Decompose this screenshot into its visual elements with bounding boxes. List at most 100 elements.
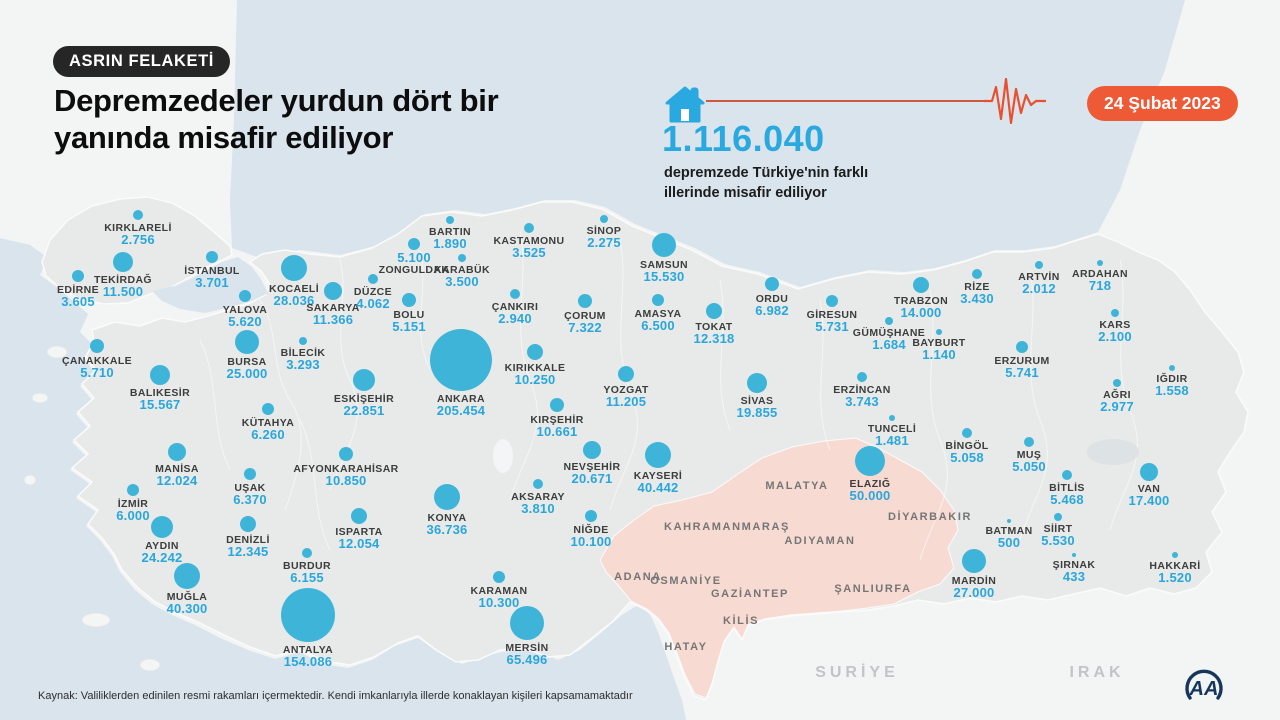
province-label: VAN 17.400: [1084, 483, 1214, 507]
quake-zone-province-label: ŞANLIURFA: [834, 583, 912, 595]
province-name: KASTAMONU: [493, 235, 565, 247]
province-circle: [962, 549, 986, 573]
seismograph-pulse-icon: [984, 78, 1046, 124]
province-circle: [244, 468, 256, 480]
province-label: SİNOP 2.275: [539, 225, 669, 249]
province-value: 5.620: [228, 314, 262, 329]
province-circle: [1035, 261, 1043, 269]
province-circle: [240, 516, 256, 532]
source-note: Kaynak: Valiliklerden edinilen resmi rak…: [38, 690, 633, 702]
province-value: 19.855: [736, 405, 778, 420]
province-label: GÜMÜŞHANE 1.684: [824, 327, 954, 351]
quake-zone-province-label: HATAY: [664, 641, 708, 653]
province-label: KASTAMONU 3.525: [464, 235, 594, 259]
province-label: YALOVA 5.620: [180, 304, 310, 328]
province-circle: [353, 369, 375, 391]
province-label: ELAZIĞ 50.000: [805, 478, 935, 502]
province-value: 6.500: [641, 318, 675, 333]
province-circle: [747, 373, 767, 393]
province-name: BARTIN: [428, 226, 472, 238]
province-circle: [1016, 341, 1028, 353]
province-name: ARTVİN: [1018, 271, 1060, 283]
province-value: 20.671: [571, 471, 613, 486]
quake-zone-province-label: MALATYA: [765, 480, 829, 492]
province-value: 6.982: [755, 303, 789, 318]
province-circle: [585, 510, 597, 522]
province-value: 1.890: [433, 236, 467, 251]
province-circle: [72, 270, 84, 282]
province-name: AMASYA: [634, 308, 682, 320]
province-label: ISPARTA 12.054: [294, 526, 424, 550]
province-name: DÜZCE: [353, 286, 393, 298]
province-name: İSTANBUL: [184, 265, 240, 277]
province-name: ORDU: [755, 293, 789, 305]
province-name: BİNGÖL: [945, 440, 989, 452]
province-name: NİĞDE: [573, 524, 609, 536]
province-label: ERZURUM 5.741: [957, 355, 1087, 379]
province-circle: [972, 269, 982, 279]
province-circle: [1024, 437, 1034, 447]
province-circle: [281, 588, 335, 642]
province-circle: [524, 223, 534, 233]
province-label: BATMAN 500: [944, 525, 1074, 549]
province-value: 1.481: [875, 433, 909, 448]
province-name: MARDİN: [951, 575, 997, 587]
province-name: ARDAHAN: [1072, 268, 1128, 280]
province-name: IĞDIR: [1156, 373, 1188, 385]
province-name: ELAZIĞ: [849, 478, 891, 490]
province-label: NEVŞEHİR 20.671: [527, 461, 657, 485]
province-label: MUĞLA 40.300: [122, 591, 252, 615]
date-badge: 24 Şubat 2023: [1087, 86, 1238, 121]
province-value: 1.558: [1155, 383, 1189, 398]
province-value: 10.850: [325, 473, 367, 488]
province-label: AYDIN 24.242: [97, 540, 227, 564]
province-label: AFYONKARAHİSAR 10.850: [281, 463, 411, 487]
province-circle: [302, 548, 312, 558]
country-label: IRAK: [1069, 664, 1125, 681]
province-value: 5.468: [1050, 492, 1084, 507]
province-circle: [235, 330, 259, 354]
province-name: AYDIN: [145, 540, 179, 552]
province-name: BAYBURT: [912, 337, 966, 349]
province-value: 2.012: [1022, 281, 1056, 296]
province-label: ÇANKIRI 2.940: [450, 301, 580, 325]
province-value: 15.530: [643, 269, 685, 284]
province-value: 10.300: [478, 595, 520, 610]
quake-zone-province-label: KİLİS: [722, 615, 760, 627]
province-circle: [533, 479, 543, 489]
province-value: 5.741: [1005, 365, 1039, 380]
province-value: 14.000: [900, 305, 942, 320]
province-value: 6.000: [116, 508, 150, 523]
province-label: IĞDIR 1.558: [1107, 373, 1237, 397]
province-name: KOCAELİ: [268, 283, 320, 295]
quake-zone-province-label: ADIYAMAN: [784, 535, 856, 547]
province-circle: [913, 277, 929, 293]
province-label: BAYBURT 1.140: [874, 337, 1004, 361]
province-value: 11.205: [605, 394, 647, 409]
province-label: SAKARYA 11.366: [268, 302, 398, 326]
province-circle: [1054, 513, 1062, 521]
province-name: TEKİRDAĞ: [93, 274, 153, 286]
province-name: ÇORUM: [564, 310, 606, 322]
province-label: KARAMAN 10.300: [434, 585, 564, 609]
province-value: 12.054: [338, 536, 380, 551]
province-circle: [368, 274, 378, 284]
province-value: 433: [1062, 569, 1086, 584]
province-circle: [446, 216, 454, 224]
province-label: ANTALYA 154.086: [243, 644, 373, 668]
province-value: 40.300: [166, 601, 208, 616]
province-name: TOKAT: [695, 321, 733, 333]
province-value: 24.242: [141, 550, 183, 565]
province-label: UŞAK 6.370: [185, 482, 315, 506]
stat-desc-line-2: illerinde misafir ediliyor: [664, 185, 827, 201]
province-circle: [150, 365, 170, 385]
province-circle: [168, 443, 186, 461]
province-value: 3.701: [195, 275, 229, 290]
province-name: BURSA: [227, 356, 267, 368]
province-label: 5.100 ZONGULDAK: [349, 251, 479, 276]
province-name: GİRESUN: [806, 309, 858, 321]
country-label: SURİYE: [815, 664, 899, 681]
quake-zone-province-label: OSMANİYE: [650, 575, 722, 587]
